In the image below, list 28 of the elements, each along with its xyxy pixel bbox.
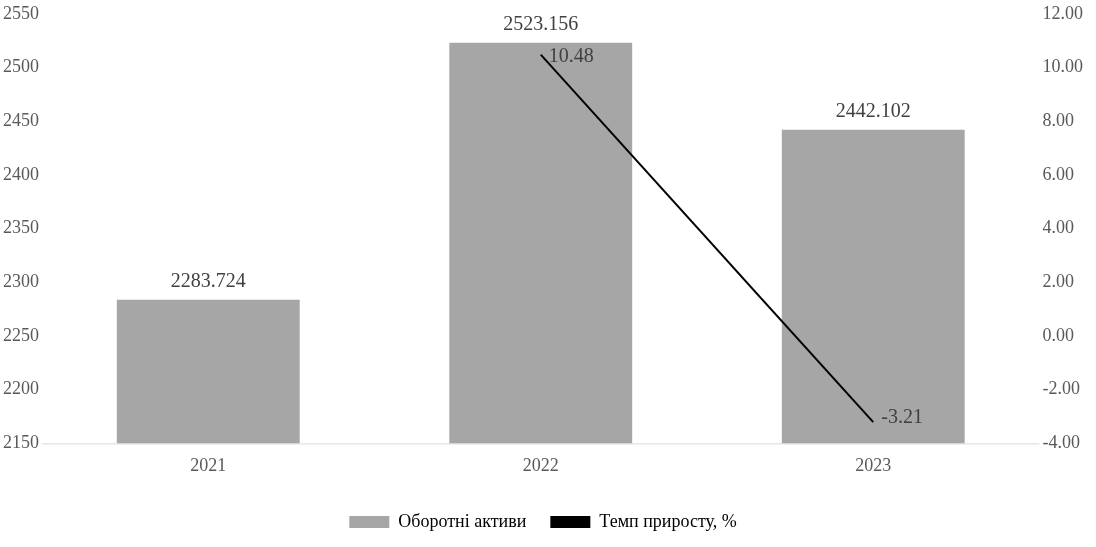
y2-tick-label: 2.00: [1042, 271, 1074, 292]
y-tick-label: 2350: [3, 217, 39, 238]
legend-label: Темп приросту, %: [599, 510, 737, 531]
data-label: 2523.156: [503, 11, 579, 34]
x-tick-label: 2023: [855, 454, 892, 475]
y2-tick-label: -4.00: [1042, 432, 1080, 453]
y-tick-label: 2550: [3, 2, 39, 23]
legend-label: Оборотні активи: [398, 510, 527, 531]
y-tick-label: 2200: [3, 378, 39, 399]
data-label: -3.21: [881, 405, 923, 428]
x-tick-label: 2022: [522, 454, 559, 475]
y-tick-label: 2300: [3, 271, 39, 292]
y-tick-label: 2150: [3, 432, 39, 453]
y2-tick-label: 12.00: [1042, 2, 1083, 23]
y2-tick-label: -2.00: [1042, 378, 1080, 399]
y-tick-label: 2450: [3, 109, 39, 130]
data-label: 2442.102: [835, 98, 911, 121]
y-tick-label: 2250: [3, 324, 39, 345]
y2-tick-label: 10.00: [1042, 56, 1083, 77]
y2-tick-label: 6.00: [1042, 163, 1074, 184]
y2-tick-label: 4.00: [1042, 217, 1074, 238]
y-tick-label: 2500: [3, 56, 39, 77]
data-label: 2283.724: [170, 269, 246, 292]
y2-tick-label: 8.00: [1042, 109, 1074, 130]
x-tick-label: 2021: [190, 454, 227, 475]
y-tick-label: 2400: [3, 163, 39, 184]
y2-tick-label: 0.00: [1042, 324, 1074, 345]
data-label: 10.48: [548, 43, 594, 66]
